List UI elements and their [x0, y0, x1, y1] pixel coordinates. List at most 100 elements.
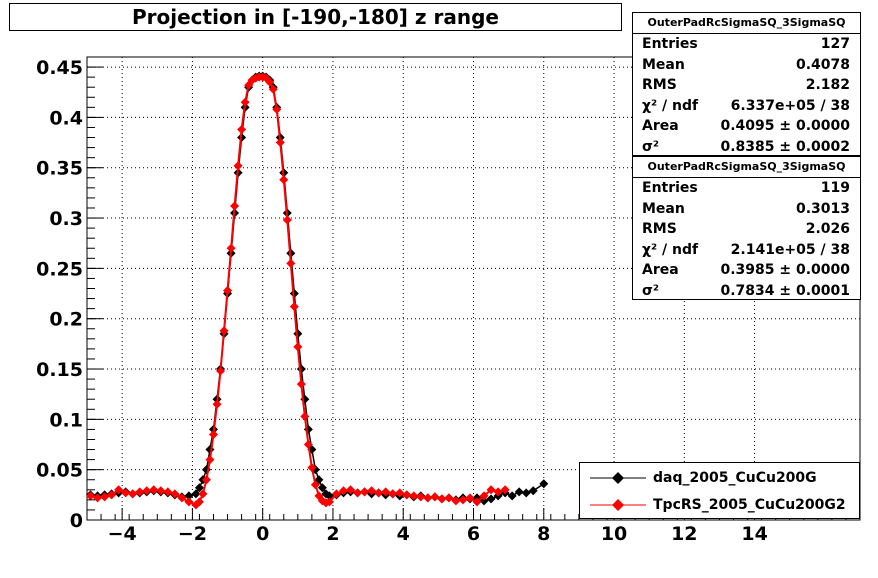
- data-point: [279, 175, 289, 185]
- stats-row-area: Area 0.3985 ± 0.0000: [633, 260, 860, 281]
- x-tick-label: 12: [671, 523, 697, 545]
- data-point: [388, 489, 398, 499]
- stats-key: Area: [642, 118, 679, 135]
- data-point: [135, 487, 145, 497]
- data-point: [230, 201, 240, 211]
- stats-key: Mean: [642, 200, 685, 217]
- data-point: [219, 326, 229, 336]
- stats-box-name: OuterPadRcSigmaSQ_3SigmaSQ: [633, 13, 860, 34]
- data-point: [451, 496, 461, 506]
- data-point: [486, 485, 496, 495]
- legend-marker-tpcrs: [590, 499, 646, 511]
- data-point: [184, 491, 194, 501]
- stats-row-mean: Mean 0.3013: [633, 199, 860, 220]
- data-point: [226, 243, 236, 253]
- data-point: [121, 488, 131, 498]
- x-tick-label: 8: [537, 523, 550, 545]
- data-point: [500, 485, 510, 495]
- data-point: [86, 491, 96, 501]
- stats-key: χ² / ndf: [642, 97, 699, 114]
- axes-layer: −4 −2 0 2 4 6 8 10 12 14 0 0.05 0.1 0.15 0.2 0.25 0.3 0.3…: [36, 56, 861, 545]
- stats-key: χ² / ndf: [642, 241, 699, 258]
- y-tick-label: 0.25: [36, 258, 83, 280]
- data-point: [198, 489, 208, 499]
- data-point: [100, 492, 110, 502]
- stats-row-entries: Entries 127: [633, 34, 860, 55]
- data-point: [114, 485, 124, 495]
- data-point: [265, 77, 275, 87]
- data-point: [444, 493, 454, 503]
- stats-box-2: OuterPadRcSigmaSQ_3SigmaSQ Entries 119 Me…: [632, 156, 861, 300]
- data-point: [156, 486, 166, 496]
- stats-key: RMS: [642, 221, 677, 238]
- data-point: [286, 258, 296, 268]
- data-point: [310, 480, 320, 490]
- stats-key: Area: [642, 262, 679, 279]
- legend-entry-tpcrs: TpcRS_2005_CuCu200G2: [580, 492, 859, 518]
- data-point: [212, 399, 222, 409]
- data-point: [177, 493, 187, 503]
- data-point: [149, 485, 159, 495]
- data-point: [208, 429, 218, 439]
- data-point: [289, 289, 299, 299]
- data-point: [293, 342, 303, 352]
- data-point: [223, 286, 233, 296]
- y-tick-label: 0.1: [49, 409, 83, 431]
- stats-key: RMS: [642, 77, 677, 94]
- data-point: [472, 497, 482, 507]
- data-point: [296, 379, 306, 389]
- legend-label-tpcrs: TpcRS_2005_CuCu200G2: [653, 497, 846, 513]
- data-point: [240, 97, 250, 107]
- stats-row-area: Area 0.4095 ± 0.0000: [633, 116, 860, 137]
- series-tpcrs: [86, 72, 510, 510]
- data-point: [486, 494, 496, 504]
- stats-value: 2.026: [805, 221, 850, 238]
- stats-value: 0.3985 ± 0.0000: [720, 262, 850, 279]
- data-point: [194, 483, 204, 493]
- data-point: [216, 366, 226, 376]
- stats-value: 0.3013: [795, 200, 850, 217]
- series-daq: [86, 71, 549, 506]
- data-point: [296, 364, 306, 374]
- y-tick-label: 0.4: [49, 107, 83, 129]
- data-point: [205, 455, 215, 465]
- data-point: [539, 479, 549, 489]
- data-point: [194, 497, 204, 507]
- stats-value: 127: [820, 36, 850, 52]
- legend: daq_2005_CuCu200G TpcRS_2005_CuCu200G2: [579, 462, 860, 519]
- stats-box-1: OuterPadRcSigmaSQ_3SigmaSQ Entries 127 Me…: [632, 12, 861, 156]
- data-point: [338, 486, 348, 496]
- stats-value: 0.4095 ± 0.0000: [720, 118, 850, 135]
- y-tick-label: 0.15: [36, 359, 83, 381]
- data-point: [163, 487, 173, 497]
- data-point: [331, 489, 341, 499]
- stats-value: 0.4078: [795, 56, 850, 73]
- x-tick-label: 2: [326, 523, 339, 545]
- data-point: [346, 485, 356, 495]
- legend-marker-daq: [590, 472, 646, 484]
- x-tick-label: 0: [256, 523, 269, 545]
- series-layer: [86, 71, 549, 510]
- series-line: [90, 76, 506, 507]
- y-tick-label: 0: [70, 510, 83, 532]
- x-tick-label: −2: [178, 523, 207, 545]
- stats-key: Entries: [642, 180, 698, 196]
- stats-value: 6.337e+05 / 38: [730, 97, 850, 114]
- data-point: [402, 490, 412, 500]
- data-point: [479, 491, 489, 501]
- data-point: [142, 486, 152, 496]
- data-point: [300, 411, 310, 421]
- data-point: [353, 488, 363, 498]
- data-point: [374, 488, 384, 498]
- data-point: [409, 491, 419, 501]
- stats-row-chi2: χ² / ndf 2.141e+05 / 38: [633, 240, 860, 261]
- stats-row-sigma2: σ² 0.7834 ± 0.0001: [633, 281, 860, 302]
- data-point: [381, 487, 391, 497]
- stats-row-rms: RMS 2.026: [633, 219, 860, 240]
- y-tick-label: 0.05: [36, 460, 83, 482]
- data-point: [465, 493, 475, 503]
- y-tick-label: 0.2: [49, 309, 83, 331]
- stats-value: 2.141e+05 / 38: [730, 241, 850, 258]
- legend-label-daq: daq_2005_CuCu200G: [653, 470, 817, 486]
- data-point: [507, 491, 517, 501]
